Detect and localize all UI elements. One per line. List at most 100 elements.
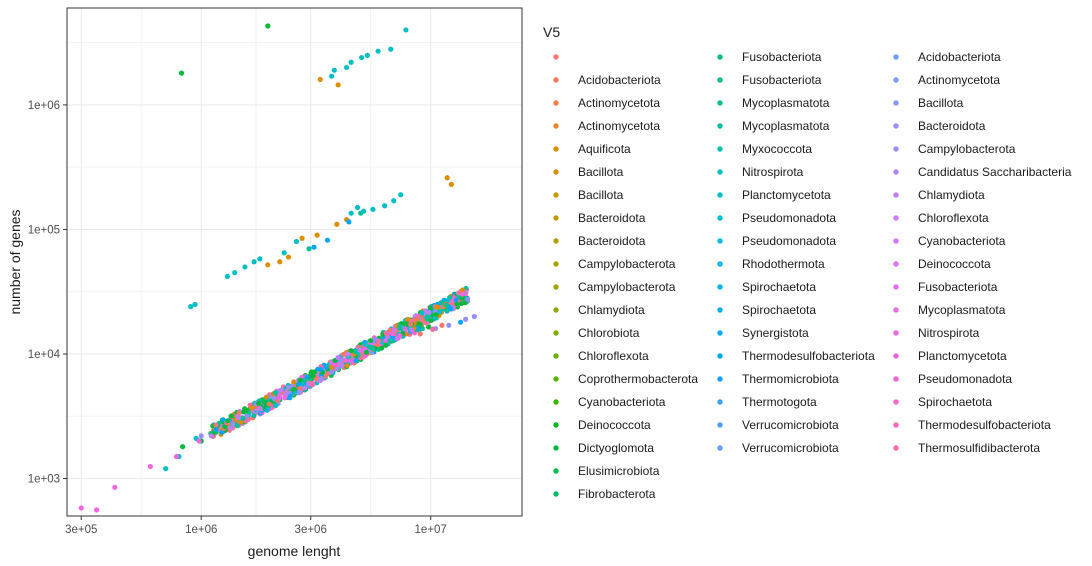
legend-label: Bacteroidota (918, 119, 986, 133)
legend-key (553, 284, 559, 290)
legend-label: Pseudomonadota (742, 211, 836, 225)
legend-label: Fusobacteriota (742, 73, 822, 87)
legend-key (717, 169, 723, 175)
data-point (311, 369, 317, 375)
minor-grid (67, 8, 522, 516)
data-point (249, 405, 255, 411)
data-point (228, 425, 234, 431)
data-point (397, 333, 403, 339)
data-point (192, 301, 198, 308)
y-tick-label: 1e+03 (28, 474, 60, 486)
legend-key (893, 238, 899, 244)
data-point (257, 256, 263, 262)
legend-key (553, 353, 559, 359)
data-point (299, 235, 305, 241)
legend-key (553, 307, 559, 313)
data-point (374, 342, 380, 348)
legend-label: Chlorobiota (578, 326, 640, 340)
data-point (310, 380, 316, 386)
data-point (163, 466, 169, 472)
data-point (272, 390, 278, 396)
legend-key (553, 146, 559, 152)
data-point (437, 309, 443, 315)
data-point (398, 192, 404, 198)
data-point (446, 322, 452, 328)
legend-label: Bacillota (578, 165, 624, 179)
data-point (257, 406, 263, 412)
data-point (465, 296, 471, 302)
data-point (409, 327, 415, 333)
legend-label: Pseudomonadota (742, 234, 836, 248)
data-point (301, 378, 307, 384)
data-point (222, 424, 228, 430)
legend-label: Chloroflexota (918, 211, 989, 225)
data-point (417, 331, 423, 337)
y-axis-ticks: 1e+03 1e+04 1e+05 1e+06 (28, 100, 67, 486)
legend-label: Deinococcota (578, 418, 651, 432)
data-point (358, 210, 364, 216)
legend-label: Planctomycetota (918, 349, 1007, 363)
data-point (408, 321, 414, 327)
data-point (453, 297, 459, 303)
data-point (305, 381, 311, 387)
legend-label: Acidobacteriota (918, 50, 1001, 64)
data-point (448, 306, 454, 312)
legend-key (893, 146, 899, 152)
data-point (265, 262, 271, 268)
legend-key (717, 422, 723, 428)
data-point (354, 204, 361, 211)
data-point (387, 327, 393, 333)
data-point (340, 351, 346, 357)
legend-key (893, 100, 899, 106)
legend-key (717, 215, 723, 221)
data-point (314, 232, 320, 238)
data-point (383, 342, 389, 348)
data-point (388, 46, 394, 52)
data-point (230, 421, 236, 427)
x-tick-label: 1e+07 (415, 524, 447, 536)
data-point (277, 259, 283, 265)
data-point (390, 331, 396, 337)
data-point (213, 427, 219, 433)
data-point (412, 317, 418, 323)
data-point (282, 395, 288, 401)
legend-key (717, 284, 723, 290)
data-point (291, 386, 297, 392)
data-point (334, 221, 340, 227)
data-point (196, 438, 202, 444)
legend-label: Verrucomicrobiota (742, 441, 839, 455)
legend-label: Myxococcota (742, 142, 812, 156)
data-point (228, 413, 234, 419)
data-point (353, 349, 359, 355)
data-point (293, 238, 300, 245)
legend-key (717, 100, 723, 106)
y-axis-title: number of genes (7, 209, 23, 314)
data-point (313, 376, 319, 382)
data-point (273, 403, 279, 409)
data-point (329, 73, 335, 79)
data-point (331, 67, 337, 73)
legend-key (717, 192, 723, 198)
data-point (402, 326, 408, 332)
data-point (417, 321, 423, 327)
data-point (368, 338, 374, 344)
data-point (318, 375, 324, 381)
data-point (311, 244, 317, 250)
data-point (348, 210, 354, 216)
data-point (224, 273, 230, 279)
data-point (271, 395, 277, 401)
data-point (434, 304, 440, 310)
legend-key (893, 284, 899, 290)
data-point (242, 264, 248, 270)
legend-label: Thermomicrobiota (742, 372, 839, 386)
data-point (296, 381, 302, 387)
legend-key (717, 445, 723, 451)
y-tick-label: 1e+05 (28, 224, 60, 236)
legend-key (717, 261, 723, 267)
x-tick-label: 3e+05 (65, 524, 97, 536)
data-point (439, 322, 445, 328)
legend-label: Bacteroidota (578, 211, 646, 225)
data-point (444, 175, 450, 181)
data-point (346, 219, 352, 225)
legend-key (893, 330, 899, 336)
